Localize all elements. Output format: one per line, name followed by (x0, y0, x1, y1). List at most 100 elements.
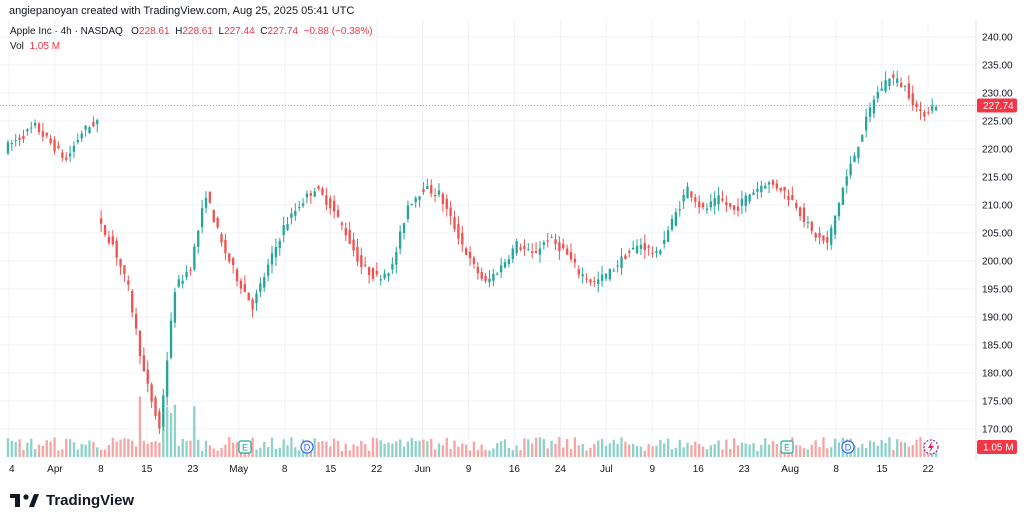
event-marker-label: E (784, 443, 790, 453)
candle-body (162, 395, 165, 427)
volume-bar (49, 441, 52, 457)
candle-body (705, 208, 709, 211)
candle-body (332, 200, 336, 212)
chart-caption: angiepanoyan created with TradingView.co… (9, 5, 355, 17)
candle-body (635, 245, 639, 254)
candle-body (565, 248, 569, 255)
candle-body (278, 240, 281, 249)
y-tick-label: 175.00 (982, 396, 1013, 407)
volume-bar (690, 445, 693, 457)
candle-body (507, 259, 511, 265)
candle-body (795, 202, 798, 208)
volume-bar (68, 439, 72, 457)
candle-body (10, 142, 13, 145)
price-axis[interactable]: 170.00 175.00 180.00 185.00 190.00 195.00 200.… (975, 20, 1017, 460)
volume-bar (294, 447, 297, 457)
volume-bar (810, 444, 813, 457)
candle-body (678, 209, 681, 211)
volume-bar (313, 438, 316, 457)
candle-body (698, 201, 701, 208)
volume-bar (674, 447, 678, 457)
earnings-marker[interactable]: E (780, 440, 794, 454)
candle-body (923, 111, 926, 117)
volume-bar (919, 437, 922, 457)
volume-bar (643, 450, 646, 457)
candle-body (430, 185, 433, 194)
volume-bar (892, 450, 895, 457)
candle-body (449, 207, 452, 217)
volume-bar (103, 449, 107, 457)
volume-bar (934, 448, 938, 457)
candle-body (585, 278, 588, 280)
volume-bar (449, 448, 452, 457)
candle-body (499, 265, 503, 273)
x-tick-label: 16 (693, 464, 705, 475)
candle-body (888, 78, 891, 87)
candle-body (472, 257, 476, 264)
volume-bar (771, 440, 775, 457)
symbol-name[interactable]: Apple Inc · 4h · NASDAQ (10, 26, 123, 37)
y-tick-label: 215.00 (982, 172, 1013, 183)
candle-body (375, 270, 379, 275)
volume-bar (620, 437, 623, 457)
x-tick-label: 22 (371, 464, 383, 475)
volume-bar (173, 404, 177, 457)
volume-bar (6, 438, 10, 457)
volume-bar (857, 447, 860, 457)
candle-body (274, 247, 278, 258)
candle-body (461, 232, 464, 245)
volume-legend[interactable]: Vol 1.05 M (10, 41, 60, 52)
earnings-marker[interactable]: E (238, 440, 252, 454)
volume-bar (119, 439, 122, 457)
volume-bar (127, 439, 130, 457)
symbol-legend[interactable]: Apple Inc · 4h · NASDAQ O228.61 H228.61 … (10, 26, 373, 37)
candle-body (744, 195, 747, 207)
candle-body (608, 269, 612, 280)
volume-bar (822, 437, 825, 457)
volume-bar (158, 442, 161, 457)
candle-body (531, 251, 534, 254)
candle-body (200, 208, 204, 228)
event-marker-label: D (304, 443, 311, 453)
volume-bar (709, 445, 712, 457)
volume-bar (154, 441, 157, 457)
candle-body (896, 78, 899, 83)
volume-bar (422, 439, 425, 457)
high-value: 228.61 (182, 26, 213, 37)
volume-bar (131, 440, 134, 457)
candle-body (480, 271, 483, 279)
volume-bar (740, 442, 744, 457)
candle-body (764, 185, 767, 189)
candle-body (263, 277, 266, 288)
candle-body (861, 134, 864, 142)
volume-bar (348, 450, 351, 457)
candle-body (259, 283, 262, 292)
candle-body (418, 196, 421, 200)
candle-body (45, 132, 48, 136)
tradingview-logo[interactable]: TradingView (10, 490, 134, 510)
candle-body (235, 269, 239, 282)
volume-bar (37, 444, 41, 457)
volume-bar (208, 445, 212, 457)
dividend-marker[interactable]: D (300, 440, 314, 454)
volume-bar (340, 450, 344, 457)
candle-body (581, 274, 584, 277)
volume-bar (542, 439, 546, 457)
candle-body (340, 222, 344, 225)
lightning-icon (928, 441, 934, 453)
volume-bar (185, 441, 188, 457)
volume-bar (383, 443, 386, 457)
candle-body (391, 263, 394, 270)
future-event-icon[interactable] (923, 439, 939, 455)
volume-bar (775, 444, 779, 457)
volume-bar (398, 439, 402, 457)
chart-grid (0, 20, 976, 460)
time-axis[interactable]: 4 Apr 8 15 23 May 8 15 22 Jun 9 16 24 Jul 9 16 23 Aug 8 15 2… (9, 464, 934, 475)
candle-body (573, 258, 577, 263)
volume-bar (61, 449, 64, 457)
dividend-marker[interactable]: D (841, 440, 855, 454)
volume-bar (371, 437, 375, 457)
volume-bar (569, 448, 573, 457)
